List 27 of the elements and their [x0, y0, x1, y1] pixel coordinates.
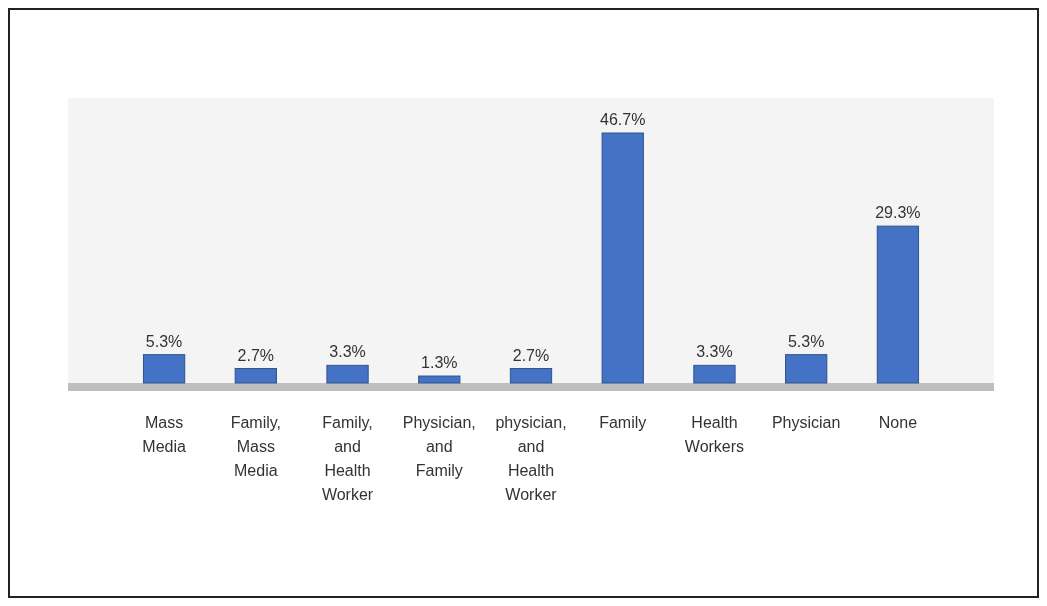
data-label: 2.7% — [237, 346, 275, 364]
x-tick-label: Family, and Health Worker — [321, 414, 374, 503]
bar — [785, 354, 828, 384]
x-tick-label: Mass Media — [142, 414, 186, 455]
data-label: 5.3% — [145, 332, 183, 350]
x-tick-label: Health Workers — [684, 414, 745, 455]
bar — [509, 368, 553, 384]
bar — [418, 375, 461, 384]
bar — [326, 364, 369, 384]
x-tick-label: Physician, and Family — [402, 414, 476, 479]
data-label: 29.3% — [875, 204, 921, 222]
bar — [234, 368, 277, 384]
x-tick-label: Physician — [771, 414, 841, 431]
data-label: 3.3% — [329, 343, 366, 361]
bar — [142, 354, 186, 384]
bar — [876, 225, 920, 384]
data-label: 3.3% — [696, 343, 733, 361]
x-tick-label: None — [878, 414, 918, 431]
bar — [601, 132, 644, 384]
bar — [693, 364, 736, 384]
data-label: 1.3% — [421, 354, 458, 372]
data-label: 46.7% — [600, 111, 646, 128]
x-tick-label: Family — [599, 414, 647, 431]
x-tick-label: physician, and Health Worker — [495, 414, 567, 503]
x-tick-label: Family, Mass Media — [230, 414, 281, 479]
data-label: 5.3% — [787, 332, 825, 350]
data-label: 2.7% — [512, 346, 550, 364]
